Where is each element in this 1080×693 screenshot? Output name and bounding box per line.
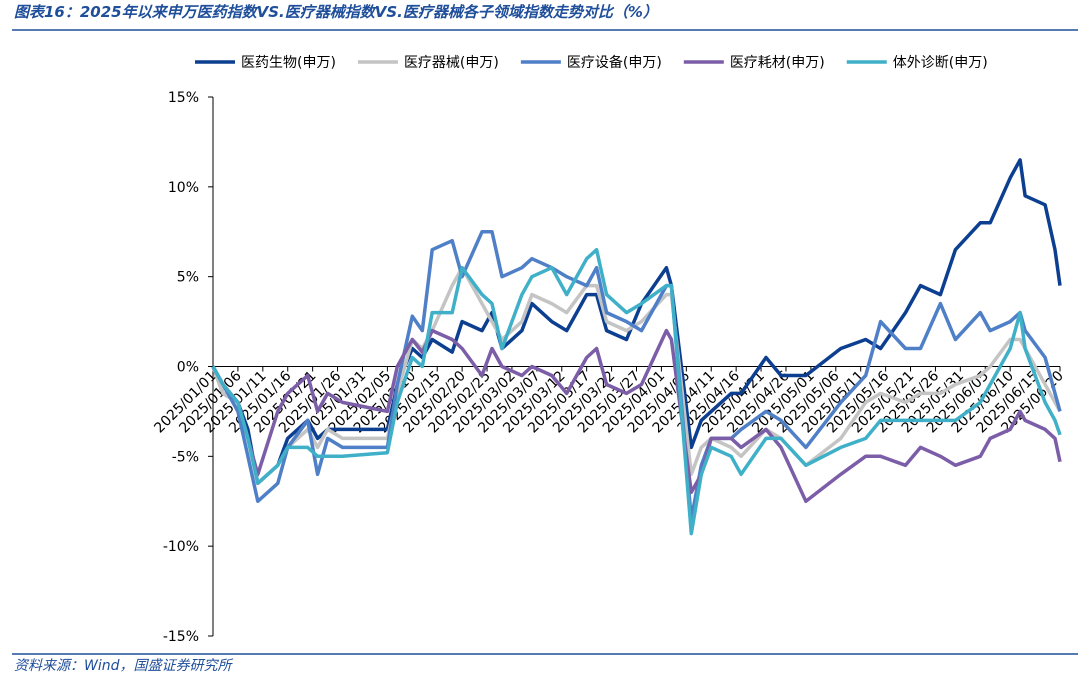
y-tick-label: 5% [177,270,199,286]
series-line [211,265,1062,486]
y-tick-label: 10% [168,180,199,196]
legend-label: 医疗耗材(申万) [730,55,825,71]
y-tick-label: -15% [163,629,199,645]
source: 资料来源：Wind，国盛证券研究所 [14,658,233,674]
series-line [211,230,1062,521]
chart-title: 图表16：2025年以来申万医药指数VS.医疗器械指数VS.医疗器械各子领域指数… [14,3,658,21]
legend-label: 医药生物(申万) [241,55,336,71]
y-tick-label: 0% [177,360,199,376]
y-tick-label: -10% [163,539,199,555]
y-tick-label: 15% [168,90,199,106]
legend-label: 医疗器械(申万) [404,55,499,71]
series-line [211,247,1062,536]
legend-label: 医疗设备(申万) [567,54,662,71]
legend-label: 体外诊断(申万) [893,55,988,71]
series-line [211,328,1062,504]
y-tick-label: -5% [172,449,199,465]
